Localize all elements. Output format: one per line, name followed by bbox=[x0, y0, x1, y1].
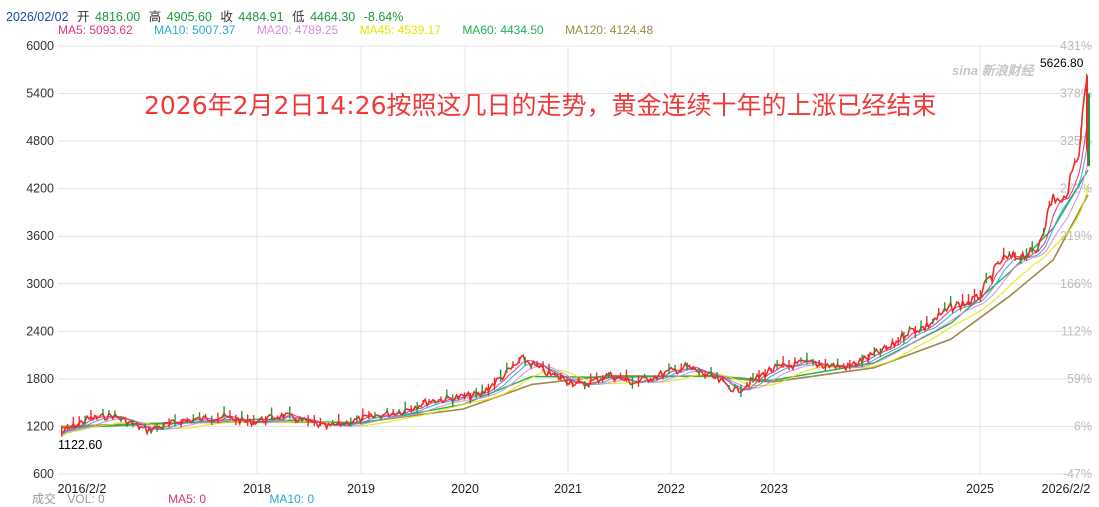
low-label: 低 bbox=[292, 10, 305, 24]
legend-ma5[interactable]: MA5: 5093.62 bbox=[58, 23, 133, 37]
sina-finance-watermark: sina 新浪财经 bbox=[952, 63, 1034, 78]
percent-tick-label: 431% bbox=[1060, 39, 1092, 53]
x-tick-label: 2025 bbox=[966, 482, 994, 496]
close-value: 4484.91 bbox=[238, 10, 284, 24]
ma10-line bbox=[61, 140, 1089, 435]
x-tick-label: 2019 bbox=[347, 482, 375, 496]
open-label: 开 bbox=[77, 10, 90, 24]
y-tick-label: 4200 bbox=[26, 182, 54, 196]
quote-date: 2026/02/02 bbox=[6, 10, 69, 24]
ohlc-info-row: 2026/02/02 开 4816.00 高 4905.60 收 4484.91… bbox=[6, 6, 408, 25]
min-price-callout: 1122.60 bbox=[58, 438, 102, 452]
high-value: 4905.60 bbox=[166, 10, 212, 24]
y-tick-label: 1800 bbox=[26, 372, 54, 386]
percent-tick-label: 166% bbox=[1060, 277, 1092, 291]
x-tick-label: 2021 bbox=[554, 482, 582, 496]
candles bbox=[61, 73, 1090, 437]
x-tick-label: 2016/2/2 bbox=[58, 482, 107, 496]
y-tick-label: 3000 bbox=[26, 277, 54, 291]
legend-ma45[interactable]: MA45: 4539.17 bbox=[359, 23, 441, 37]
volume-label: 成交 bbox=[32, 492, 57, 506]
vol-value: VOL: 0 bbox=[67, 492, 105, 506]
x-tick-label: 2023 bbox=[760, 482, 788, 496]
y-tick-label: 4800 bbox=[26, 134, 54, 148]
ma20-line bbox=[61, 161, 1089, 436]
ma5-line bbox=[61, 121, 1089, 434]
ma45-line bbox=[61, 185, 1089, 437]
price-line bbox=[61, 80, 1089, 436]
x-tick-label: 2018 bbox=[243, 482, 271, 496]
change-percent: -8.64% bbox=[363, 10, 404, 24]
y-tick-label: 6000 bbox=[26, 39, 54, 53]
ma120-line bbox=[61, 194, 1089, 428]
y-tick-label: 2400 bbox=[26, 324, 54, 338]
vol-ma10: MA10: 0 bbox=[269, 492, 315, 506]
percent-tick-label: 6% bbox=[1074, 419, 1092, 433]
x-axis-ticks: 2016/2/2 2018 2019 2020 2021 2022 2023 2025 2026… bbox=[58, 482, 1091, 496]
x-tick-label: 2020 bbox=[451, 482, 479, 496]
volume-legend-row: 成交 VOL: 0 MA5: 0 MA10: 0 bbox=[32, 490, 374, 507]
legend-ma20[interactable]: MA20: 4789.25 bbox=[256, 23, 339, 37]
legend-ma120[interactable]: MA120: 4124.48 bbox=[565, 23, 654, 37]
percent-tick-label: 112% bbox=[1061, 324, 1092, 338]
series-lines bbox=[61, 121, 1089, 437]
ma60-line bbox=[61, 169, 1089, 429]
open-value: 4816.00 bbox=[95, 10, 141, 24]
annotations: 1122.60 bbox=[58, 438, 102, 452]
y-tick-label: 600 bbox=[33, 467, 54, 481]
y-axis-ticks: 600 1200 1800 2400 3000 3600 4200 4800 5400 6000 bbox=[26, 39, 54, 481]
percent-tick-label: -47% bbox=[1063, 467, 1092, 481]
legend-ma10[interactable]: MA10: 5007.37 bbox=[154, 23, 236, 37]
y-tick-label: 5400 bbox=[26, 87, 54, 101]
x-tick-label: 2026/2/2 bbox=[1042, 482, 1091, 496]
percent-axis-ticks: -47%6%59%112%166%219%272%325%378%431% bbox=[1060, 39, 1092, 481]
max-price-callout: 5626.80 bbox=[1040, 56, 1084, 70]
y-tick-label: 3600 bbox=[26, 229, 54, 243]
vol-ma5: MA5: 0 bbox=[168, 492, 207, 506]
legend-ma60[interactable]: MA60: 4434.50 bbox=[462, 23, 544, 37]
percent-tick-label: 59% bbox=[1067, 372, 1092, 386]
high-label: 高 bbox=[148, 10, 162, 24]
x-tick-label: 2022 bbox=[657, 482, 685, 496]
low-value: 4464.30 bbox=[310, 10, 356, 24]
y-tick-label: 1200 bbox=[26, 419, 54, 433]
close-label: 收 bbox=[220, 10, 233, 24]
chart-headline: 2026年2月2日14:26按照这几日的走势，黄金连续十年的上涨已经结束 bbox=[144, 91, 937, 120]
moving-average-legend: MA5: 5093.62 MA10: 5007.37 MA20: 4789.25… bbox=[58, 23, 671, 37]
